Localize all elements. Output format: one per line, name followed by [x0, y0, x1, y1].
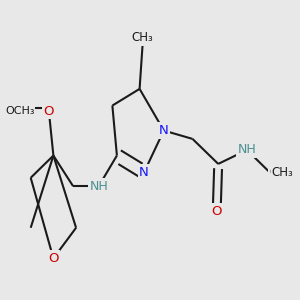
Text: OCH₃: OCH₃ [5, 106, 35, 116]
Text: O: O [212, 205, 222, 218]
Text: CH₃: CH₃ [270, 166, 291, 179]
Text: N: N [159, 124, 169, 137]
Text: NH: NH [89, 180, 108, 193]
Text: O: O [48, 252, 58, 265]
Text: O: O [44, 105, 54, 118]
Text: NH: NH [238, 143, 256, 157]
Text: CH₃: CH₃ [132, 32, 154, 44]
Text: CH₃: CH₃ [132, 32, 154, 44]
Text: N: N [139, 166, 149, 179]
Text: CH₃: CH₃ [271, 166, 293, 179]
